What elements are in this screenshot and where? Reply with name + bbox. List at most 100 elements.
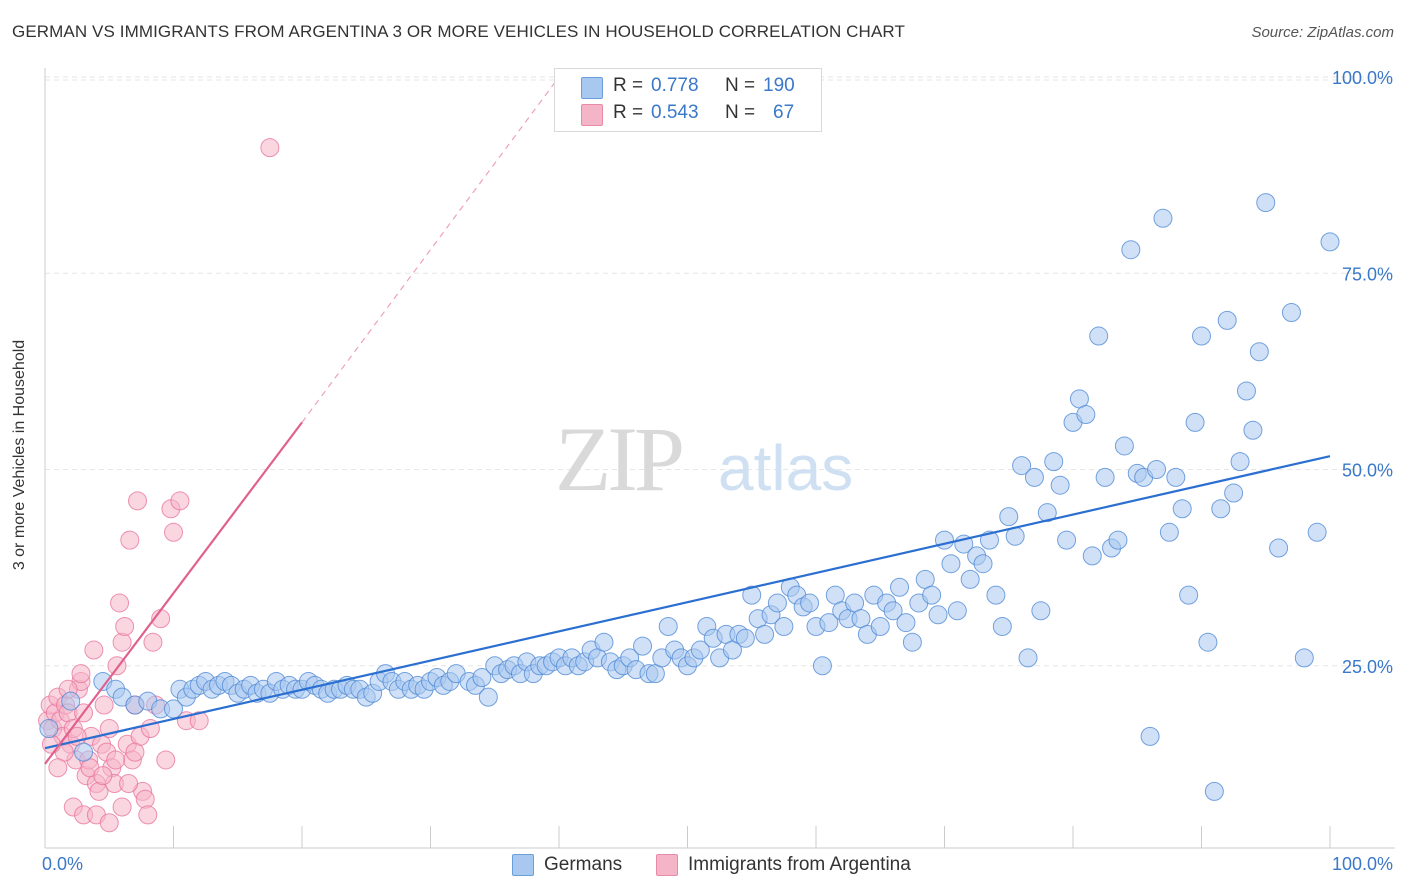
german-point xyxy=(774,617,794,636)
argentina-trend-line xyxy=(44,421,303,765)
argentina-point xyxy=(110,593,130,613)
german-point xyxy=(1217,310,1237,330)
argentina-trend-extension xyxy=(301,76,560,423)
argentina-point xyxy=(164,522,183,542)
german-point xyxy=(896,613,916,633)
german-point xyxy=(1198,632,1218,652)
german-point xyxy=(1185,412,1205,432)
german-point xyxy=(947,601,967,621)
german-point xyxy=(74,742,94,762)
r-value: 0.543 xyxy=(651,102,699,123)
german-point xyxy=(992,617,1012,636)
german-point xyxy=(1140,726,1160,746)
argentina-point xyxy=(189,711,209,731)
argentina-point xyxy=(143,632,163,652)
german-point xyxy=(1230,452,1250,472)
german-point xyxy=(1095,467,1115,487)
german-point xyxy=(819,613,839,633)
german-point xyxy=(1044,452,1064,472)
german-point xyxy=(1031,601,1051,621)
legend-germans[interactable]: Germans xyxy=(512,852,622,878)
german-point xyxy=(633,636,653,656)
germans-trend-line xyxy=(44,455,1331,750)
n-label: N = xyxy=(725,102,756,123)
argentina-point xyxy=(48,758,68,778)
german-point xyxy=(928,605,948,625)
y-tick-label: 100.0% xyxy=(1332,68,1393,88)
german-point xyxy=(812,656,832,676)
germans-swatch xyxy=(581,77,603,99)
german-point xyxy=(1082,546,1102,566)
german-point xyxy=(973,554,993,574)
argentina-point xyxy=(156,750,176,770)
german-point xyxy=(61,691,81,711)
argentina-point xyxy=(128,491,148,511)
german-point xyxy=(883,601,903,621)
r-value: 0.778 xyxy=(651,75,699,96)
x-tick-label: 100.0% xyxy=(1332,854,1393,874)
german-point xyxy=(999,507,1019,527)
german-point xyxy=(902,632,922,652)
argentina-point xyxy=(106,750,126,770)
german-point xyxy=(735,628,755,648)
legend-argentina-swatch xyxy=(656,854,678,876)
german-point xyxy=(1121,240,1141,260)
gridlines xyxy=(45,76,1395,667)
german-point xyxy=(1153,208,1173,228)
argentina-point xyxy=(119,774,139,793)
germans-points xyxy=(39,193,1340,801)
r-label: R = xyxy=(613,75,644,96)
german-point xyxy=(1249,342,1269,362)
argentina-point xyxy=(99,813,119,833)
stats-box: R = 0.778 N = 190 R = 0.543 N = 67 xyxy=(554,68,822,132)
german-point xyxy=(1192,326,1211,346)
legend-argentina[interactable]: Immigrants from Argentina xyxy=(656,852,911,878)
german-point xyxy=(755,624,775,644)
german-point xyxy=(1018,648,1038,668)
german-point xyxy=(1320,232,1340,252)
german-point xyxy=(1089,326,1109,346)
argentina-point xyxy=(112,632,132,652)
german-point xyxy=(1269,538,1289,558)
german-point xyxy=(1256,193,1276,213)
argentina-point xyxy=(120,530,140,550)
chart-title: GERMAN VS IMMIGRANTS FROM ARGENTINA 3 OR… xyxy=(12,22,905,41)
german-point xyxy=(472,668,492,688)
y-tick-label: 75.0% xyxy=(1342,264,1393,284)
watermark-atlas: atlas xyxy=(718,432,853,504)
german-point xyxy=(1236,381,1256,401)
german-point xyxy=(1224,483,1244,503)
german-point xyxy=(767,593,787,613)
legend-germans-swatch xyxy=(512,854,534,876)
german-point xyxy=(742,585,762,605)
german-point xyxy=(986,585,1006,605)
german-point xyxy=(922,585,942,605)
argentina-points xyxy=(38,138,280,833)
argentina-point xyxy=(112,797,132,817)
german-point xyxy=(1057,530,1077,550)
watermark-zip: ZIP xyxy=(555,408,682,510)
german-point xyxy=(39,719,59,739)
german-point xyxy=(658,617,678,636)
german-point xyxy=(1108,530,1128,550)
argentina-swatch xyxy=(581,104,603,126)
german-point xyxy=(1179,585,1199,605)
y-tick-label: 50.0% xyxy=(1342,461,1393,481)
german-point xyxy=(1147,460,1167,479)
argentina-point xyxy=(138,805,158,825)
german-point xyxy=(594,632,614,652)
n-label: N = xyxy=(725,75,756,96)
german-point xyxy=(1211,499,1231,519)
german-point xyxy=(1024,467,1044,487)
german-point xyxy=(478,687,498,707)
german-point xyxy=(1037,503,1057,523)
german-point xyxy=(935,530,954,550)
argentina-point xyxy=(94,695,114,715)
r-label: R = xyxy=(613,102,644,123)
german-point xyxy=(690,640,710,660)
argentina-point xyxy=(93,766,113,786)
german-point xyxy=(1307,522,1327,542)
argentina-point xyxy=(135,789,155,809)
german-point xyxy=(870,617,890,636)
